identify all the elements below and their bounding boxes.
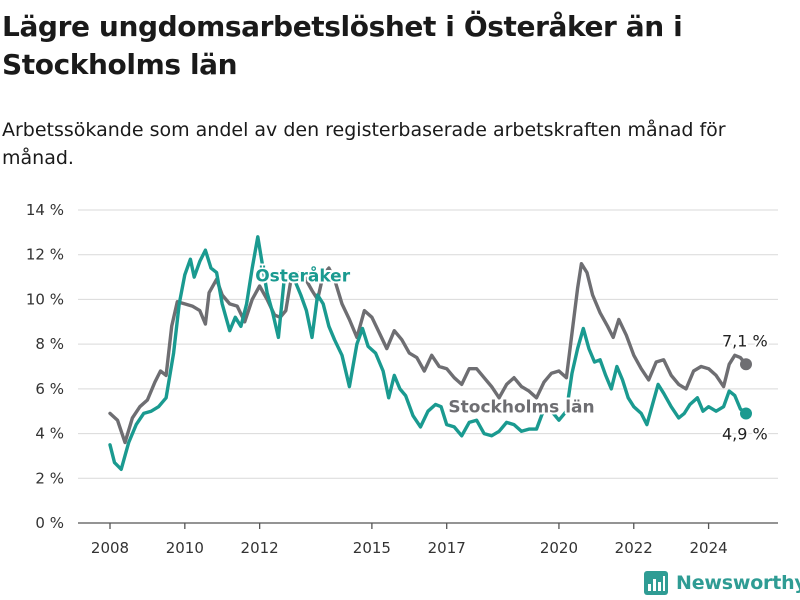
newsworthy-logo: Newsworthy: [644, 569, 800, 597]
y-tick-label: 8 %: [35, 335, 64, 353]
series-end-dot: [740, 407, 752, 420]
x-tick-label: 2017: [428, 539, 466, 557]
x-tick-label: 2020: [540, 539, 578, 557]
x-tick-label: 2022: [615, 539, 653, 557]
x-tick-label: 2008: [91, 539, 129, 557]
brand-name: Newsworthy: [676, 572, 800, 594]
series-labels: 7,1 % 4,9 % Österåker Stockholms län: [253, 263, 769, 446]
y-tick-label: 12 %: [26, 246, 64, 264]
y-tick-label: 10 %: [26, 290, 64, 308]
series-line-stockholms-lan: [108, 262, 748, 445]
y-tick-label: 2 %: [35, 469, 64, 487]
series-end-label: 7,1 %: [722, 331, 768, 350]
series-lines: [108, 235, 752, 471]
y-tick-label: 14 %: [26, 201, 64, 219]
x-tick-label: 2012: [241, 539, 279, 557]
x-axis: 2008 2010 2012 2015 2017 2020 2022 2024: [91, 523, 728, 557]
x-tick-label: 2010: [166, 539, 204, 557]
y-tick-label: 4 %: [35, 425, 64, 443]
x-tick-label: 2024: [689, 539, 727, 557]
x-tick-label: 2015: [353, 539, 391, 557]
bar-chart-icon: [644, 571, 668, 595]
y-axis: 0 % 2 % 4 % 6 % 8 % 10 % 12 % 14 %: [26, 201, 64, 532]
y-tick-label: 0 %: [35, 514, 64, 532]
series-line-osteraker: [108, 235, 748, 471]
series-inline-label: Stockholms län: [448, 397, 594, 417]
series-end-dot: [740, 358, 752, 371]
chart-title: Lägre ungdomsarbetslöshet i Österåker än…: [2, 10, 683, 81]
series-end-label: 4,9 %: [722, 424, 768, 443]
chart-subtitle: Arbetssökande som andel av den registerb…: [2, 119, 726, 169]
y-tick-label: 6 %: [35, 380, 64, 398]
series-inline-label: Österåker: [255, 265, 350, 287]
